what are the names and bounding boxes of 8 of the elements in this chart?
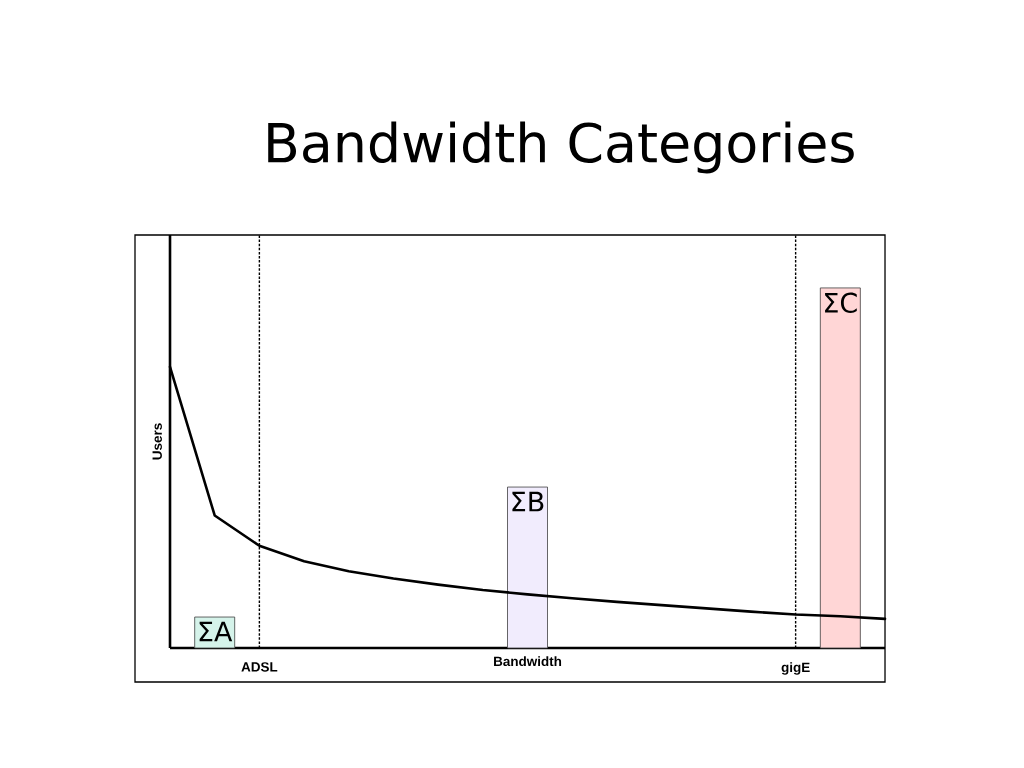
chart-title: Bandwidth Categories — [268, 121, 854, 174]
x-tick-label: gigE — [781, 662, 810, 675]
y-axis-title: Users — [152, 423, 162, 460]
series-label: ΣA — [199, 621, 233, 642]
series-label: ΣC — [825, 292, 857, 313]
series-label: ΣB — [512, 491, 544, 512]
x-axis-title: Bandwidth — [494, 656, 562, 667]
x-tick-label: ADSL — [241, 662, 278, 672]
